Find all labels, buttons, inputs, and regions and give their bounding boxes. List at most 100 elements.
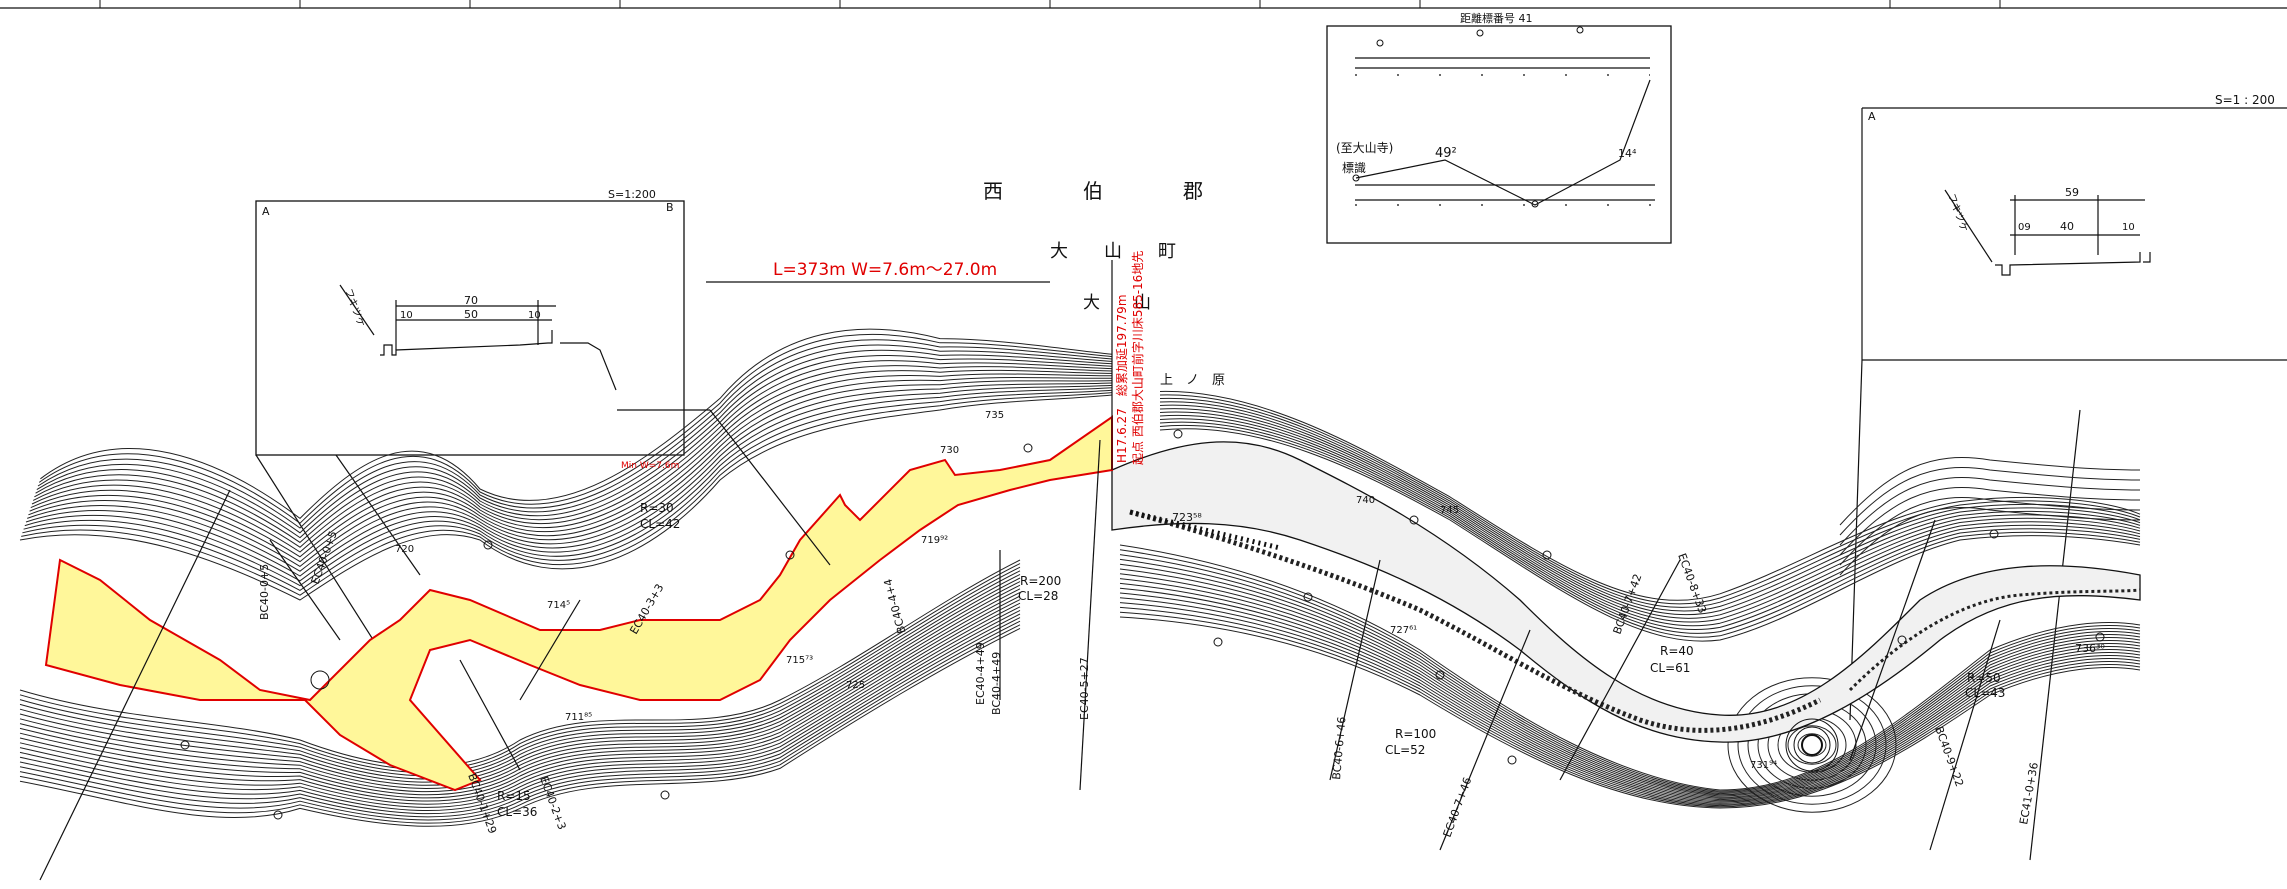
contour-line (1727, 677, 1897, 813)
contour-line (1119, 606, 2141, 807)
contour-line (23, 387, 1113, 587)
top-frame (0, 0, 2287, 9)
contour-line (19, 613, 1021, 815)
contour-line (1839, 467, 2141, 536)
contour-line (19, 588, 1021, 793)
station-label: EC40-2+3 (537, 775, 568, 832)
contour-line (19, 627, 1021, 827)
village-name: 大 山 (1083, 293, 1151, 313)
section-left-label-a: A (262, 205, 270, 218)
inset-top-dim-right: 14⁴ (1618, 147, 1637, 160)
elevation-label: 731⁹⁴ (1750, 760, 1777, 771)
contour-line (1159, 401, 2141, 612)
inset-top-destination: (至大山寺) (1336, 141, 1393, 155)
section-left-dim-right: 10 (528, 310, 541, 321)
contour-line (1159, 414, 2141, 627)
contour-line (21, 392, 1113, 596)
curve-label: R=100 (1395, 727, 1436, 741)
section-left-scale: S=1:200 (608, 188, 656, 201)
curve-data-labels: R=30 CL=42 R=200 CL=28 R=40 CL=61 R=100 … (497, 501, 2005, 819)
contour-line (19, 617, 1021, 818)
terrain-contours (19, 328, 2141, 827)
station-label: BC40-4+4 (881, 577, 908, 635)
contour-line (19, 599, 1021, 802)
locality-name: 上 ノ 原 (1160, 373, 1225, 388)
route-vertical-note-1: H17.6.27 総累加延197.79m (1115, 294, 1129, 463)
contour-line (1119, 578, 2141, 799)
contour-line (1839, 497, 2141, 566)
contour-line (1119, 544, 2141, 791)
contour-line (32, 360, 1113, 548)
curve-label: CL=28 (1018, 589, 1058, 603)
curve-label: CL=52 (1385, 743, 1425, 757)
contour-line (30, 369, 1113, 558)
elevation-label: 723⁵⁸ (1172, 511, 1202, 524)
elevation-label: 715⁷³ (786, 655, 813, 666)
curve-label: CL=36 (497, 805, 537, 819)
contour-line (1159, 421, 2141, 634)
contour-line (1119, 568, 2141, 797)
contour-line (1119, 563, 2141, 796)
contour-line (1119, 549, 2141, 792)
title-block: 西 伯 郡 大 山 町 大 山 上 ノ 原 (983, 179, 1225, 388)
station-label: EC40-4+49 (974, 642, 987, 705)
contour-line (22, 389, 1113, 591)
route-summary: L=373m W=7.6m～27.0m (773, 260, 997, 280)
curve-label: R=15 (497, 789, 531, 803)
contour-line (1119, 587, 2141, 802)
contour-line (1119, 611, 2141, 808)
section-right-dim-right: 10 (2122, 222, 2135, 233)
station-label: BC40-4+49 (990, 652, 1003, 715)
station-label: BC40-9+22 (1932, 725, 1966, 789)
contour-line (34, 354, 1113, 544)
elevation-label: 736³⁰ (2075, 642, 2105, 655)
new-road-area (44, 415, 1113, 792)
contour-line (19, 595, 1021, 799)
contour-line (1119, 602, 2141, 805)
contour-line (24, 384, 1113, 582)
contour-line (19, 563, 1021, 770)
contour-line (25, 382, 1113, 577)
contour-line (1839, 477, 2141, 546)
curve-label: CL=43 (1965, 686, 2005, 700)
contour-line (1787, 725, 1837, 765)
contour-line (1119, 597, 2141, 804)
contour-line (28, 376, 1113, 568)
contour-line (19, 584, 1021, 789)
station-label: BC40-6+46 (1330, 716, 1348, 780)
contour-line (1159, 424, 2141, 638)
inset-top-dim-left: 49² (1435, 146, 1457, 161)
contour-line (1119, 616, 2141, 809)
elevation-label: 740 (1356, 495, 1375, 506)
section-right-side-label: フキツケ (1945, 192, 1970, 234)
contour-line (27, 380, 1113, 572)
elevation-label: 719⁹² (921, 535, 948, 546)
section-right-dim-left: 09 (2018, 222, 2031, 233)
route-annotations: L=373m W=7.6m～27.0m Min W=7.6m H17.6.27 … (621, 251, 1145, 471)
contour-line (19, 591, 1021, 796)
section-left-dim-left: 10 (400, 310, 413, 321)
section-right-label-a: A (1868, 110, 1876, 123)
contour-line (1159, 411, 2141, 623)
station-label: BC40-7+42 (1611, 572, 1645, 636)
station-label: BC40-0+5 (258, 564, 271, 620)
elevation-label: 735 (985, 410, 1004, 421)
district-name: 西 伯 郡 (983, 179, 1203, 203)
contour-line (19, 394, 1113, 601)
contour-line (1159, 408, 2141, 619)
contour-line (1839, 487, 2141, 556)
elevation-label: 725 (846, 680, 865, 691)
contour-line (19, 581, 1021, 786)
inset-top-center: 距離標番号 41 (至大山寺) 標識 49² 14⁴ (1326, 11, 1672, 244)
construction-lines (39, 260, 2001, 881)
contour-line (19, 559, 1021, 767)
contour-line (1737, 685, 1887, 805)
contour-line (19, 609, 1021, 811)
elevation-labels: 735 730 723⁵⁸ 719⁹² 714⁵ 715⁷³ 711⁸⁵ 740… (395, 410, 2105, 771)
station-label: EC40-5+27 (1078, 657, 1091, 720)
elevation-label: 745 (1440, 505, 1459, 516)
contour-line (35, 349, 1113, 539)
curve-label: R=30 (640, 501, 674, 515)
min-width-note: Min W=7.6m (621, 461, 679, 471)
